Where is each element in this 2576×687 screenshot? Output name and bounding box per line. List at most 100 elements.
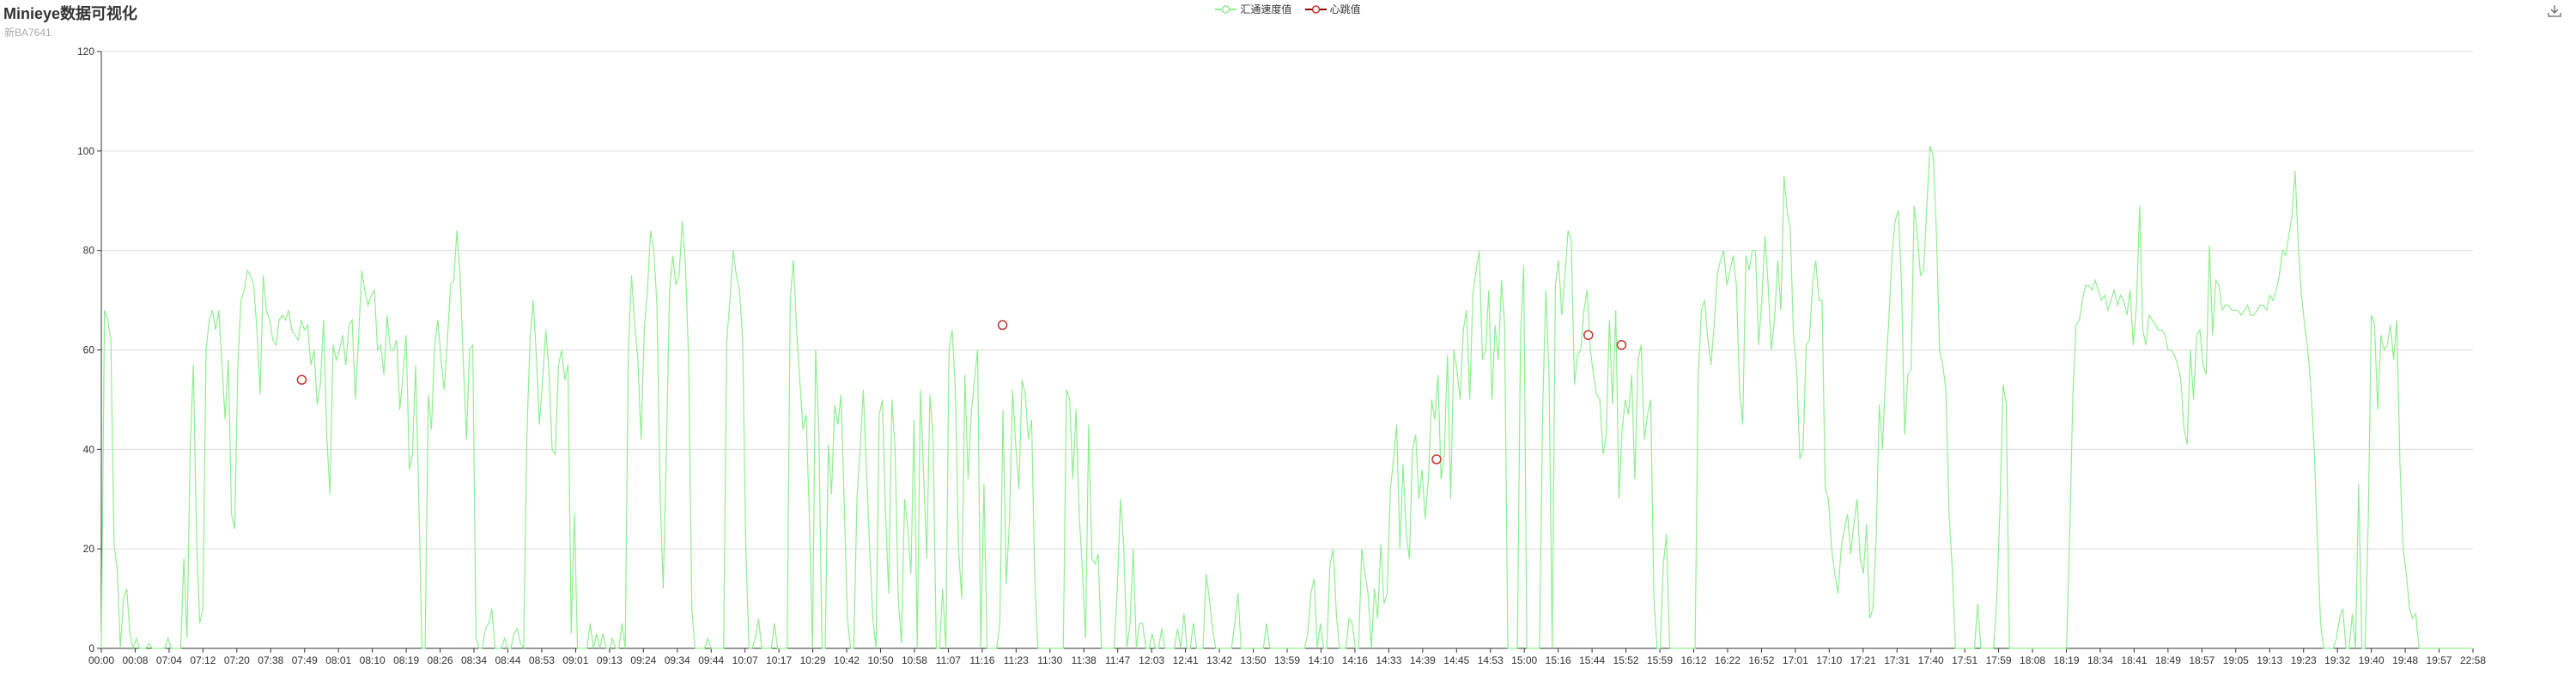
save-image-button[interactable] (2547, 3, 2562, 19)
legend-line-circle-icon (1215, 4, 1237, 14)
grid-lines (101, 51, 2473, 550)
x-tick-label: 19:13 (2257, 654, 2282, 666)
x-tick-label: 15:59 (1647, 654, 1673, 666)
x-tick-label: 08:10 (360, 654, 386, 666)
legend-label-speed: 汇通速度值 (1240, 3, 1292, 15)
x-tick-label: 08:44 (495, 654, 520, 666)
x-tick-label: 17:59 (1986, 654, 2012, 666)
x-tick-label: 10:42 (834, 654, 860, 666)
x-tick-label: 11:30 (1037, 654, 1062, 666)
x-tick-label: 17:21 (1850, 654, 1876, 666)
x-tick-label: 11:38 (1072, 654, 1097, 666)
x-tick-label: 17:31 (1884, 654, 1910, 666)
x-tick-label: 14:33 (1376, 654, 1401, 666)
y-tick-label: 120 (77, 46, 94, 58)
x-tick-label: 11:23 (1004, 654, 1029, 666)
y-tick-label: 0 (88, 642, 94, 654)
x-tick-label: 18:49 (2155, 654, 2181, 666)
x-tick-label: 13:42 (1206, 654, 1232, 666)
speed-line (100, 145, 2473, 651)
chart-subtitle: 新BA7641 (4, 27, 52, 39)
x-tick-label: 11:47 (1105, 654, 1130, 666)
x-tick-label: 07:20 (224, 654, 250, 666)
x-tick-label: 19:57 (2427, 654, 2452, 666)
x-tick-label: 16:52 (1748, 654, 1774, 666)
chart-title: Minieye数据可视化 (3, 5, 138, 22)
y-tick-label: 60 (83, 344, 95, 356)
heartbeat-point (1616, 339, 1627, 350)
heartbeat-point (296, 374, 307, 385)
y-tick-label: 100 (77, 145, 94, 157)
x-tick-label: 08:19 (393, 654, 419, 666)
chart-legend: 汇通速度值 心跳值 (0, 2, 2576, 18)
x-tick-label: 08:01 (325, 654, 351, 666)
x-tick-label: 09:13 (597, 654, 623, 666)
x-tick-label: 00:08 (122, 654, 148, 666)
legend-label-heartbeat: 心跳值 (1329, 3, 1361, 15)
y-axis: 0 20 40 60 80 100 120 (77, 46, 102, 654)
x-tick-label: 15:44 (1579, 654, 1605, 666)
x-tick-label: 12:41 (1173, 654, 1199, 666)
x-tick-label: 17:10 (1816, 654, 1842, 666)
x-tick-label: 16:22 (1715, 654, 1741, 666)
x-axis: 00:00 00:08 07:04 07:12 07:20 07:38 07:49 08:01… (88, 647, 2486, 666)
x-tick-label: 19:23 (2291, 654, 2317, 666)
legend-item-heartbeat[interactable]: 心跳值 (1304, 2, 1361, 16)
x-tick-label: 18:19 (2053, 654, 2079, 666)
x-tick-label: 11:07 (936, 654, 961, 666)
x-tick-label: 18:08 (2020, 654, 2045, 666)
heartbeat-point (1583, 330, 1594, 340)
x-tick-label: 15:52 (1613, 654, 1639, 666)
x-tick-label: 09:44 (698, 654, 724, 666)
x-tick-label: 07:12 (190, 654, 216, 666)
x-tick-label: 14:39 (1410, 654, 1436, 666)
x-tick-label: 07:38 (258, 654, 283, 666)
x-tick-label: 12:03 (1139, 654, 1164, 666)
x-tick-label: 09:24 (630, 654, 656, 666)
x-tick-label: 16:12 (1680, 654, 1706, 666)
x-tick-label: 19:05 (2223, 654, 2249, 666)
x-tick-label: 10:29 (800, 654, 826, 666)
x-tick-label: 14:16 (1342, 654, 1368, 666)
x-tick-label: 09:34 (665, 654, 690, 666)
download-icon (2548, 5, 2561, 17)
legend-line-circle-icon (1304, 4, 1327, 14)
x-tick-label: 19:32 (2324, 654, 2350, 666)
x-tick-label: 07:04 (156, 654, 182, 666)
x-tick-label: 08:34 (461, 654, 487, 666)
series-speed (100, 145, 2473, 651)
x-tick-label: 19:40 (2359, 654, 2385, 666)
x-tick-label: 11:16 (969, 654, 994, 666)
heartbeat-point (1431, 454, 1442, 465)
heartbeat-point (997, 319, 1008, 331)
x-tick-label: 07:49 (292, 654, 318, 666)
y-tick-label: 40 (83, 443, 95, 455)
x-tick-label: 18:57 (2189, 654, 2215, 666)
x-tick-label: 10:07 (732, 654, 758, 666)
x-tick-label: 19:48 (2392, 654, 2418, 666)
x-tick-label: 18:34 (2087, 654, 2113, 666)
x-tick-label: 14:10 (1308, 654, 1334, 666)
x-tick-label: 13:59 (1274, 654, 1300, 666)
x-tick-label: 00:00 (88, 654, 114, 666)
y-tick-label: 20 (83, 543, 95, 555)
x-tick-label: 17:51 (1952, 654, 1978, 666)
x-tick-label: 10:17 (766, 654, 792, 666)
x-tick-label: 13:50 (1241, 654, 1267, 666)
y-tick-label: 80 (83, 245, 95, 257)
series-heartbeat (296, 319, 1627, 465)
x-tick-label: 09:01 (562, 654, 588, 666)
x-tick-label: 14:53 (1478, 654, 1504, 666)
legend-item-speed[interactable]: 汇通速度值 (1215, 2, 1291, 16)
x-tick-label: 18:41 (2121, 654, 2147, 666)
x-tick-label: 08:53 (529, 654, 555, 666)
x-tick-label: 15:16 (1546, 654, 1571, 666)
x-tick-label: 10:50 (867, 654, 893, 666)
x-tick-label: 17:01 (1783, 654, 1808, 666)
x-tick-label: 14:45 (1443, 654, 1469, 666)
x-tick-label: 10:58 (902, 654, 927, 666)
x-tick-label: 22:58 (2460, 654, 2486, 666)
x-tick-label: 17:40 (1918, 654, 1944, 666)
x-tick-label: 08:26 (428, 654, 453, 666)
